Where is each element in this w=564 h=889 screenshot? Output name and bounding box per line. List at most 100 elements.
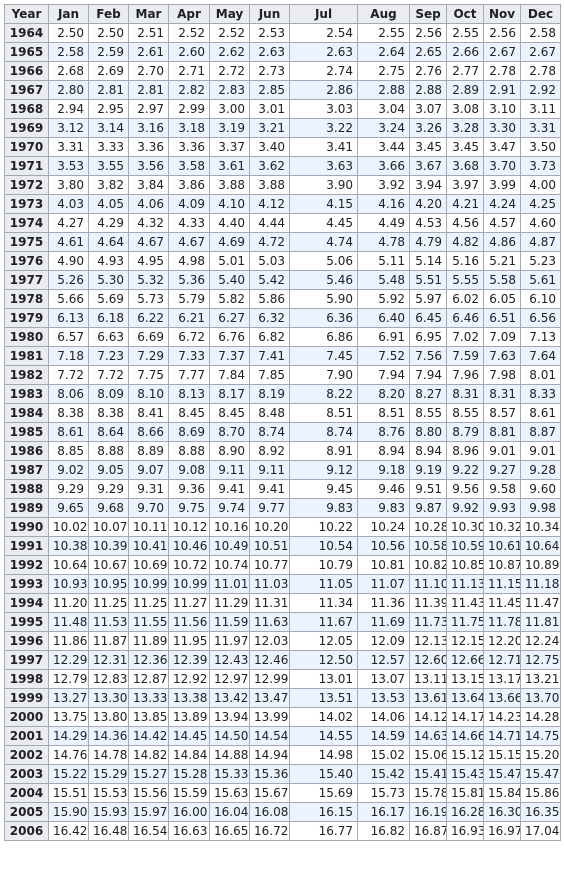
table-cell: 16.97 bbox=[483, 821, 521, 841]
table-cell: 14.06 bbox=[357, 707, 410, 727]
table-cell: 4.15 bbox=[289, 194, 358, 214]
table-cell: 3.90 bbox=[289, 175, 358, 195]
column-header-jul[interactable]: Jul bbox=[289, 4, 358, 24]
table-cell: 11.29 bbox=[209, 593, 250, 613]
table-cell: 9.60 bbox=[520, 479, 561, 499]
table-cell: 11.03 bbox=[249, 574, 290, 594]
table-cell: 6.63 bbox=[88, 327, 129, 347]
table-cell: 2.62 bbox=[209, 42, 250, 62]
table-cell: 6.21 bbox=[168, 308, 210, 328]
table-cell: 2.66 bbox=[446, 42, 484, 62]
table-cell: 13.21 bbox=[520, 669, 561, 689]
table-cell: 2.70 bbox=[128, 61, 169, 81]
table-cell: 14.59 bbox=[357, 726, 410, 746]
column-header-jan[interactable]: Jan bbox=[48, 4, 89, 24]
table-cell: 10.34 bbox=[520, 517, 561, 537]
table-cell: 10.79 bbox=[289, 555, 358, 575]
table-cell: 6.91 bbox=[357, 327, 410, 347]
table-cell: 4.95 bbox=[128, 251, 169, 271]
table-cell: 11.05 bbox=[289, 574, 358, 594]
table-cell: 5.21 bbox=[483, 251, 521, 271]
table-cell: 15.86 bbox=[520, 783, 561, 803]
table-cell: 16.08 bbox=[249, 802, 290, 822]
table-cell: 12.13 bbox=[409, 631, 447, 651]
table-cell: 9.68 bbox=[88, 498, 129, 518]
table-row: 1998 12.79 12.83 12.87 12.92 12.97 12.99 13.01 1… bbox=[4, 669, 561, 689]
table-cell: 13.17 bbox=[483, 669, 521, 689]
table-cell: 5.97 bbox=[409, 289, 447, 309]
table-cell: 9.98 bbox=[520, 498, 561, 518]
table-cell: 2.73 bbox=[249, 61, 290, 81]
table-cell: 14.50 bbox=[209, 726, 250, 746]
table-cell: 8.45 bbox=[209, 403, 250, 423]
column-header-oct[interactable]: Oct bbox=[446, 4, 484, 24]
table-cell: 3.36 bbox=[168, 137, 210, 157]
table-cell: 5.40 bbox=[209, 270, 250, 290]
table-cell: 15.20 bbox=[520, 745, 561, 765]
table-cell: 15.97 bbox=[128, 802, 169, 822]
column-header-sep[interactable]: Sep bbox=[409, 4, 447, 24]
table-cell: 8.66 bbox=[128, 422, 169, 442]
table-cell: 15.90 bbox=[48, 802, 89, 822]
table-cell: 13.64 bbox=[446, 688, 484, 708]
table-cell: 7.94 bbox=[409, 365, 447, 385]
table-cell: 15.56 bbox=[128, 783, 169, 803]
column-header-jun[interactable]: Jun bbox=[249, 4, 290, 24]
table-cell: 8.55 bbox=[446, 403, 484, 423]
table-cell: 6.22 bbox=[128, 308, 169, 328]
table-cell: 2.55 bbox=[357, 23, 410, 43]
table-row: 1965 2.58 2.59 2.61 2.60 2.62 2.63 2.63 2.64 2.65… bbox=[4, 42, 561, 62]
table-cell: 7.18 bbox=[48, 346, 89, 366]
table-cell: 9.29 bbox=[88, 479, 129, 499]
row-header-year: 1973 bbox=[4, 194, 49, 214]
table-cell: 11.39 bbox=[409, 593, 447, 613]
table-cell: 8.87 bbox=[520, 422, 561, 442]
table-cell: 4.49 bbox=[357, 213, 410, 233]
table-cell: 16.48 bbox=[88, 821, 129, 841]
table-cell: 8.06 bbox=[48, 384, 89, 404]
table-cell: 3.24 bbox=[357, 118, 410, 138]
column-header-mar[interactable]: Mar bbox=[128, 4, 169, 24]
table-cell: 14.78 bbox=[88, 745, 129, 765]
table-cell: 3.44 bbox=[357, 137, 410, 157]
row-header-year: 1975 bbox=[4, 232, 49, 252]
table-cell: 2.99 bbox=[168, 99, 210, 119]
column-header-aug[interactable]: Aug bbox=[357, 4, 410, 24]
row-header-year: 1989 bbox=[4, 498, 49, 518]
table-cell: 4.64 bbox=[88, 232, 129, 252]
table-cell: 4.93 bbox=[88, 251, 129, 271]
table-cell: 3.97 bbox=[446, 175, 484, 195]
table-cell: 8.61 bbox=[48, 422, 89, 442]
table-cell: 2.89 bbox=[446, 80, 484, 100]
table-cell: 10.89 bbox=[520, 555, 561, 575]
column-header-apr[interactable]: Apr bbox=[168, 4, 210, 24]
table-cell: 3.58 bbox=[168, 156, 210, 176]
column-header-may[interactable]: May bbox=[209, 4, 250, 24]
row-header-year: 1969 bbox=[4, 118, 49, 138]
table-cell: 9.02 bbox=[48, 460, 89, 480]
table-cell: 11.45 bbox=[483, 593, 521, 613]
table-cell: 8.94 bbox=[357, 441, 410, 461]
table-cell: 15.29 bbox=[88, 764, 129, 784]
column-header-nov[interactable]: Nov bbox=[483, 4, 521, 24]
table-row: 1971 3.53 3.55 3.56 3.58 3.61 3.62 3.63 3.66 3.67… bbox=[4, 156, 561, 176]
table-cell: 7.84 bbox=[209, 365, 250, 385]
table-container: Year Jan Feb Mar Apr May Jun Jul Aug Sep Oct Nov Dec… bbox=[4, 4, 561, 841]
table-cell: 7.02 bbox=[446, 327, 484, 347]
table-cell: 2.67 bbox=[483, 42, 521, 62]
table-cell: 2.51 bbox=[128, 23, 169, 43]
table-cell: 3.18 bbox=[168, 118, 210, 138]
column-header-dec[interactable]: Dec bbox=[520, 4, 561, 24]
table-cell: 5.11 bbox=[357, 251, 410, 271]
column-header-feb[interactable]: Feb bbox=[88, 4, 129, 24]
table-cell: 16.04 bbox=[209, 802, 250, 822]
table-row: 1966 2.68 2.69 2.70 2.71 2.72 2.73 2.74 2.75 2.76… bbox=[4, 61, 561, 81]
column-header-year[interactable]: Year bbox=[4, 4, 49, 24]
table-cell: 12.39 bbox=[168, 650, 210, 670]
table-cell: 7.98 bbox=[483, 365, 521, 385]
table-cell: 8.88 bbox=[88, 441, 129, 461]
table-cell: 4.56 bbox=[446, 213, 484, 233]
table-cell: 13.61 bbox=[409, 688, 447, 708]
row-header-year: 2006 bbox=[4, 821, 49, 841]
table-row: 1973 4.03 4.05 4.06 4.09 4.10 4.12 4.15 4.16 4.20… bbox=[4, 194, 561, 214]
